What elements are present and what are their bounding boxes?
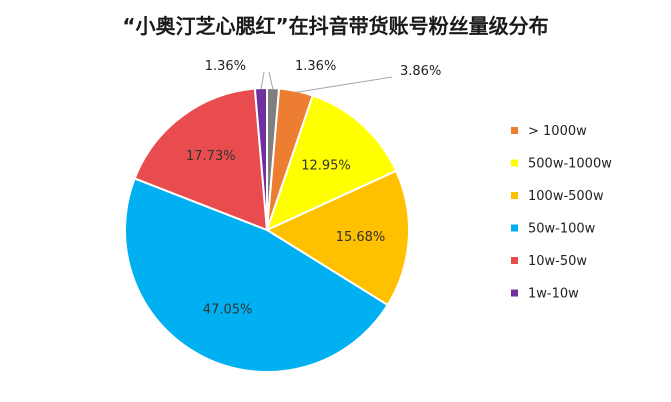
pie-labels: 1.36% 3.86% 12.95% 15.68% 47.05% 17.73% 1.36% <box>186 59 441 318</box>
legend-swatch-2 <box>511 159 518 167</box>
legend-label-3: 100w-500w <box>528 189 604 204</box>
pie-slices <box>124 86 410 373</box>
legend-label-5: 10w-50w <box>528 254 587 269</box>
legend-label-4: 50w-100w <box>528 222 596 237</box>
chart-title: “小奥汀芝心腮红”在抖音带货账号粉丝量级分布 <box>122 14 549 38</box>
slice-label-2: 12.95% <box>301 159 351 174</box>
pie-slice-5 <box>133 87 269 232</box>
legend-swatch-1 <box>511 127 518 134</box>
legend-swatch-6 <box>511 289 518 297</box>
slice-label-3: 15.68% <box>336 230 386 245</box>
legend-label-1: > 1000w <box>528 124 587 139</box>
pie-slice-2 <box>265 94 398 232</box>
legend-label-2: 500w-1000w <box>528 157 612 172</box>
leader-line-0 <box>268 71 274 90</box>
leader-line-6 <box>260 71 265 90</box>
legend-swatch-4 <box>511 224 518 232</box>
slice-label-5: 17.73% <box>186 149 236 164</box>
pie-slice-3 <box>264 169 410 307</box>
slice-label-0: 1.36% <box>205 59 246 74</box>
leader-line-1 <box>295 76 393 93</box>
legend-swatch-3 <box>511 192 518 199</box>
pie-slice-4 <box>124 177 389 373</box>
slice-label-4: 47.05% <box>203 303 253 318</box>
slice-label-1: 3.86% <box>400 64 441 79</box>
legend-label-6: 1w-10w <box>528 287 579 302</box>
legend-swatch-5 <box>511 257 518 264</box>
legend: > 1000w 500w-1000w 100w-500w 50w-100w 10w-50… <box>511 124 612 302</box>
slice-label-6: 1.36% <box>295 59 336 74</box>
